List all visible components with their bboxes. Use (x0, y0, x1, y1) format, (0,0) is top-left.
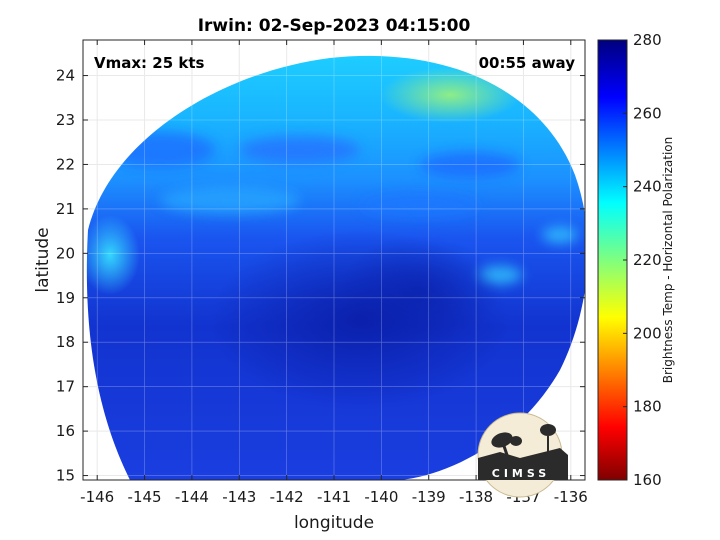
colorbar-tick-label: 280 (633, 31, 662, 49)
y-tick-label: 23 (56, 111, 75, 129)
y-tick-label: 24 (56, 67, 75, 85)
colorbar-tick-label: 260 (633, 104, 662, 122)
x-tick-label: -146 (80, 488, 114, 506)
y-tick-label: 16 (56, 422, 75, 440)
cimss-logo: CIMSS (477, 412, 568, 498)
colorbar-tick-label: 200 (633, 324, 662, 342)
y-tick-label: 17 (56, 378, 75, 396)
grid-lines-overlay (83, 40, 585, 480)
x-tick-label: -145 (128, 488, 162, 506)
x-tick-label: -140 (364, 488, 398, 506)
y-axis: 15 16 17 18 19 20 21 22 23 24 (56, 67, 585, 485)
x-tick-label: -141 (317, 488, 351, 506)
colorbar-tick-label: 160 (633, 471, 662, 489)
y-tick-label: 22 (56, 155, 75, 173)
time-away-annotation: 00:55 away (479, 54, 576, 72)
colorbar-tick-label: 180 (633, 398, 662, 416)
y-tick-label: 21 (56, 200, 75, 218)
brightness-temperature-swath (86, 55, 585, 480)
colorbar-tick-label: 220 (633, 251, 662, 269)
x-tick-label: -144 (175, 488, 209, 506)
vmax-annotation: Vmax: 25 kts (94, 54, 204, 72)
x-tick-label: -136 (554, 488, 588, 506)
y-axis-label: latitude (33, 227, 53, 292)
x-tick-label: -142 (270, 488, 304, 506)
y-tick-label: 20 (56, 244, 75, 262)
logo-text: CIMSS (492, 467, 550, 480)
x-tick-label: -139 (412, 488, 446, 506)
colorbar-label: Brightness Temp - Horizontal Polarizatio… (661, 137, 675, 384)
y-tick-label: 19 (56, 289, 75, 307)
colorbar (597, 39, 628, 481)
y-tick-label: 18 (56, 333, 75, 351)
x-axis-label: longitude (294, 513, 374, 533)
colorbar-tick-label: 240 (633, 178, 662, 196)
y-tick-label: 15 (56, 467, 75, 485)
figure-title: Irwin: 02-Sep-2023 04:15:00 (198, 16, 471, 36)
colorbar-ticks: 160 180 200 220 240 260 280 (623, 31, 662, 489)
x-tick-label: -138 (459, 488, 493, 506)
x-tick-label: -143 (222, 488, 256, 506)
